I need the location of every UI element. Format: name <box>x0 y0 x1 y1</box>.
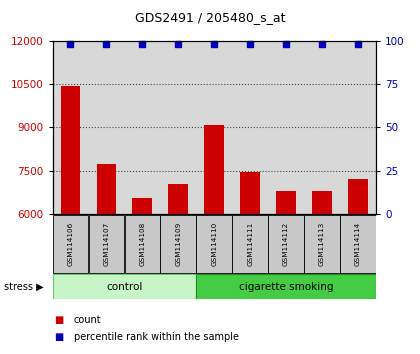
Text: GSM114113: GSM114113 <box>319 222 325 266</box>
Text: ■: ■ <box>55 332 64 342</box>
Bar <box>304 41 340 214</box>
Text: GSM114110: GSM114110 <box>211 222 217 266</box>
Bar <box>232 41 268 214</box>
Bar <box>276 191 296 214</box>
Text: GSM114107: GSM114107 <box>103 222 109 266</box>
Text: control: control <box>106 282 142 292</box>
Bar <box>196 41 232 214</box>
Bar <box>160 41 196 214</box>
Bar <box>232 215 268 273</box>
Bar <box>268 41 304 214</box>
Bar <box>340 41 376 214</box>
Bar <box>89 41 124 214</box>
Bar <box>268 41 304 214</box>
Bar <box>168 184 188 214</box>
Text: GSM114114: GSM114114 <box>355 222 361 266</box>
Text: cigarette smoking: cigarette smoking <box>239 282 333 292</box>
Bar <box>196 41 232 214</box>
Text: stress ▶: stress ▶ <box>4 282 44 292</box>
Bar <box>197 215 232 273</box>
Bar <box>125 215 160 273</box>
Bar <box>89 41 124 214</box>
Bar <box>196 274 376 299</box>
Bar <box>52 41 89 214</box>
Bar <box>304 41 340 214</box>
Text: GSM114112: GSM114112 <box>283 222 289 266</box>
Bar <box>52 215 88 273</box>
Bar <box>160 41 196 214</box>
Text: count: count <box>74 315 101 325</box>
Bar <box>160 215 196 273</box>
Bar <box>340 215 376 273</box>
Bar <box>304 215 340 273</box>
Text: percentile rank within the sample: percentile rank within the sample <box>74 332 239 342</box>
Bar <box>97 164 116 214</box>
Bar <box>60 86 80 214</box>
Text: GDS2491 / 205480_s_at: GDS2491 / 205480_s_at <box>135 11 285 24</box>
Text: GSM114108: GSM114108 <box>139 222 145 266</box>
Bar <box>52 41 89 214</box>
Text: GSM114109: GSM114109 <box>175 222 181 266</box>
Bar <box>340 41 376 214</box>
Bar <box>124 41 160 214</box>
Text: ■: ■ <box>55 315 64 325</box>
Bar <box>348 179 368 214</box>
Text: GSM114111: GSM114111 <box>247 222 253 266</box>
Bar <box>124 41 160 214</box>
Bar <box>268 215 304 273</box>
Bar <box>232 41 268 214</box>
Bar <box>52 274 196 299</box>
Bar <box>312 191 332 214</box>
Text: GSM114106: GSM114106 <box>68 222 74 266</box>
Bar <box>89 215 124 273</box>
Bar <box>132 198 152 214</box>
Bar <box>240 172 260 214</box>
Bar <box>204 125 224 214</box>
